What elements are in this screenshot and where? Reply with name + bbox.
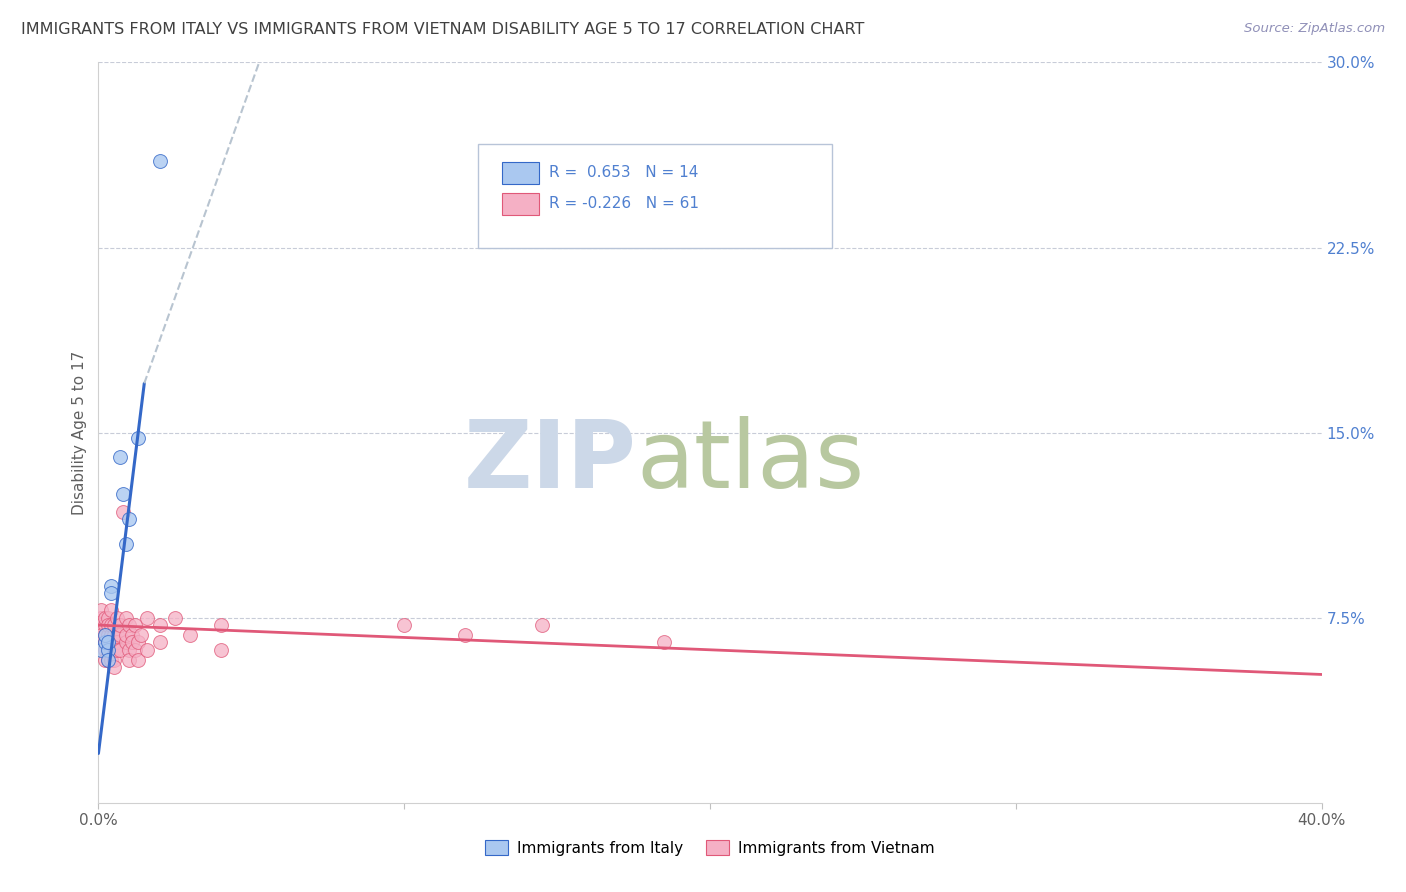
Point	[93, 618, 115, 632]
Point	[100, 618, 122, 632]
Point	[127, 635, 149, 649]
Point	[105, 628, 128, 642]
Point	[90, 628, 112, 642]
Point	[127, 653, 149, 667]
Text: R = -0.226   N = 61: R = -0.226 N = 61	[548, 195, 699, 211]
Point	[209, 642, 232, 657]
Text: ZIP: ZIP	[464, 417, 637, 508]
Point	[97, 635, 120, 649]
Point	[100, 579, 122, 593]
Point	[103, 653, 125, 667]
Point	[127, 431, 149, 445]
Point	[108, 628, 131, 642]
Point	[118, 618, 141, 632]
Point	[115, 628, 138, 642]
Point	[93, 628, 115, 642]
Point	[136, 642, 159, 657]
Point	[179, 628, 201, 642]
FancyBboxPatch shape	[478, 144, 832, 247]
FancyBboxPatch shape	[502, 193, 538, 215]
Point	[454, 628, 477, 642]
Point	[163, 610, 186, 624]
Point	[111, 505, 134, 519]
Y-axis label: Disability Age 5 to 17: Disability Age 5 to 17	[72, 351, 87, 515]
Point	[103, 628, 125, 642]
Point	[97, 642, 120, 657]
Point	[90, 618, 112, 632]
Legend: Immigrants from Italy, Immigrants from Vietnam: Immigrants from Italy, Immigrants from V…	[479, 834, 941, 862]
Point	[97, 635, 120, 649]
Point	[121, 628, 143, 642]
Point	[111, 487, 134, 501]
Point	[103, 635, 125, 649]
Point	[124, 618, 146, 632]
Point	[100, 653, 122, 667]
Point	[108, 618, 131, 632]
Point	[97, 653, 120, 667]
Point	[115, 536, 138, 550]
Point	[108, 642, 131, 657]
Point	[93, 628, 115, 642]
FancyBboxPatch shape	[502, 161, 538, 184]
Point	[115, 610, 138, 624]
Point	[652, 635, 675, 649]
Point	[93, 635, 115, 649]
Text: IMMIGRANTS FROM ITALY VS IMMIGRANTS FROM VIETNAM DISABILITY AGE 5 TO 17 CORRELAT: IMMIGRANTS FROM ITALY VS IMMIGRANTS FROM…	[21, 22, 865, 37]
Point	[530, 618, 553, 632]
Point	[392, 618, 416, 632]
Point	[149, 154, 172, 169]
Point	[209, 618, 232, 632]
Point	[105, 642, 128, 657]
Point	[93, 635, 115, 649]
Point	[129, 628, 152, 642]
Point	[93, 642, 115, 657]
Point	[124, 642, 146, 657]
Point	[90, 610, 112, 624]
Point	[103, 618, 125, 632]
Point	[90, 603, 112, 617]
Text: R =  0.653   N = 14: R = 0.653 N = 14	[548, 164, 697, 179]
Point	[93, 653, 115, 667]
Point	[108, 450, 131, 465]
Point	[103, 642, 125, 657]
Point	[97, 653, 120, 667]
Point	[100, 642, 122, 657]
Point	[118, 642, 141, 657]
Point	[93, 610, 115, 624]
Point	[118, 512, 141, 526]
Point	[97, 628, 120, 642]
Point	[100, 586, 122, 600]
Point	[118, 653, 141, 667]
Point	[97, 618, 120, 632]
Point	[105, 635, 128, 649]
Point	[149, 635, 172, 649]
Point	[136, 610, 159, 624]
Point	[115, 635, 138, 649]
Text: Source: ZipAtlas.com: Source: ZipAtlas.com	[1244, 22, 1385, 36]
Text: atlas: atlas	[637, 417, 865, 508]
Point	[100, 635, 122, 649]
Point	[97, 610, 120, 624]
Point	[105, 610, 128, 624]
Point	[121, 635, 143, 649]
Point	[149, 618, 172, 632]
Point	[103, 660, 125, 674]
Point	[90, 642, 112, 657]
Point	[97, 642, 120, 657]
Point	[100, 628, 122, 642]
Point	[100, 603, 122, 617]
